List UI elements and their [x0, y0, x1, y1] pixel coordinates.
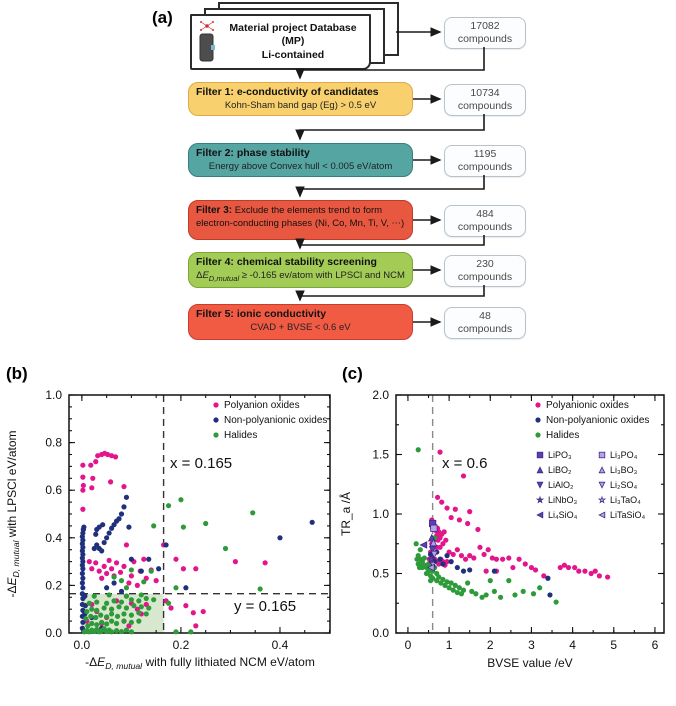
count-box-1195: 1195 compounds [444, 145, 526, 177]
compound-legend-label: LiAlO₂ [548, 480, 574, 490]
x-tick-label: 0.2 [173, 638, 190, 652]
y-tick-label: 1.0 [45, 388, 62, 402]
legend: Polyanionic oxides Non-polyanionic oxides… [535, 400, 649, 441]
series-labeled-compounds [419, 519, 439, 572]
count-box-230: 230 compounds [444, 255, 526, 287]
count-box-17082: 17082 compounds [444, 17, 526, 49]
legend-label: Halides [224, 430, 257, 441]
svg-text:-ΔED, mutual with fully lithia: -ΔED, mutual with fully lithiated NCM eV… [85, 655, 315, 671]
legend-label: Polyanion oxides [224, 400, 300, 411]
count-box-484: 484 compounds [444, 205, 526, 237]
x-tick-label: 0.0 [74, 638, 91, 652]
legend-label: Halides [546, 430, 579, 441]
x-tick-label: 4 [569, 638, 576, 652]
x-tick-label: 1 [446, 638, 453, 652]
filter-1-box: Filter 1: e-conductivity of candidates K… [188, 82, 413, 116]
filter-2-title: Filter 2: phase stability [196, 147, 310, 159]
y-tick-label: 0.6 [45, 483, 62, 497]
x-tick-label: 2 [487, 638, 494, 652]
panel-c-label: (c) [342, 364, 363, 383]
filter-4-box: Filter 4: chemical stability screening Δ… [188, 252, 413, 288]
compound-legend: LiPO₃ Li₃PO₄ LiBO₂ Li₃BO₃ LiAlO₂ Li₂SO₄ LiNbO₃… [535, 450, 646, 520]
series-halides [413, 447, 559, 605]
svg-text:-ΔED, mutual with LPSCl eV/ato: -ΔED, mutual with LPSCl eV/atom [5, 430, 21, 597]
compound-legend-label: Li₃PO₄ [610, 450, 638, 460]
chart-b-scatter: 0.0 0.2 0.4 0.0 0.2 0.4 0.6 0.8 1.0 -ΔED, mutual … [5, 388, 331, 671]
svg-text:BVSE value /eV: BVSE value /eV [487, 656, 572, 670]
filter-3-text: Filter 3: Exclude the elements trend to … [196, 205, 405, 229]
y-tick-label: 0.0 [45, 626, 62, 640]
x-tick-label: 6 [652, 638, 659, 652]
filter-5-title: Filter 5: ionic conductivity [196, 308, 327, 320]
svg-text:TR_a /Å: TR_a /Å [338, 492, 353, 536]
vline-label: x = 0.165 [170, 455, 232, 472]
count-box-10734: 10734 compounds [444, 84, 526, 116]
y-tick-label: 0.4 [45, 531, 62, 545]
x-tick-label: 3 [528, 638, 535, 652]
database-box: Material project Database (MP) Li-contai… [190, 14, 371, 70]
filter-4-title: Filter 4: chemical stability screening [196, 256, 377, 268]
y-tick-label: 1.0 [372, 507, 389, 521]
legend-label: Non-polyanionic oxides [224, 415, 327, 426]
compound-legend-label: Li₃TaO₄ [610, 495, 641, 505]
y-tick-label: 2.0 [372, 388, 389, 402]
x-tick-label: 0 [405, 638, 412, 652]
chart-c-scatter: 0 1 2 3 4 5 6 0.0 0.5 1.0 1.5 2.0 BVSE value /eV TR_a… [338, 388, 665, 670]
flow-arrows [295, 27, 485, 327]
compound-legend-label: Li₄SiO₄ [548, 510, 578, 520]
x-tick-label: 0.4 [272, 638, 289, 652]
legend-label: Polyanionic oxides [546, 400, 629, 411]
legend-label: Non-polyanionic oxides [546, 415, 649, 426]
filter-1-criterion: Kohn-Sham band gap (Eg) > 0.5 eV [224, 100, 377, 111]
count-box-48: 48 compounds [444, 307, 526, 339]
filter-4-criterion: ΔED,mutual ≥ -0.165 ev/atom with LPSCl a… [196, 270, 405, 283]
panel-a-label: (a) [152, 8, 173, 27]
y-tick-label: 0.0 [372, 626, 389, 640]
series-halides [81, 497, 263, 635]
x-tick-label: 5 [610, 638, 617, 652]
y-tick-label: 0.2 [45, 578, 62, 592]
vline-label: x = 0.6 [442, 455, 487, 472]
compound-legend-label: LiBO₂ [548, 465, 572, 475]
filter-1-title: Filter 1: e-conductivity of candidates [196, 86, 379, 98]
database-icon [199, 20, 215, 62]
hline-label: y = 0.165 [234, 598, 296, 615]
y-tick-label: 1.5 [372, 448, 389, 462]
compound-legend-label: LiPO₃ [548, 450, 572, 460]
y-tick-label: 0.5 [372, 567, 389, 581]
compound-legend-label: Li₂SO₄ [610, 480, 638, 490]
series-non-polyanionic-oxides [79, 494, 315, 631]
filter-5-criterion: CVAD + BVSE < 0.6 eV [250, 322, 351, 333]
panel-b-label: (b) [6, 364, 28, 383]
compound-legend-label: LiTaSiO₄ [610, 510, 646, 520]
compound-legend-label: LiNbO₃ [548, 495, 578, 505]
legend: Polyanion oxides Non-polyanionic oxides Ha… [213, 400, 327, 441]
filter-5-box: Filter 5: ionic conductivity CVAD + BVSE… [188, 304, 413, 340]
database-title: Material project Database (MP) Li-contai… [229, 22, 357, 61]
filter-2-box: Filter 2: phase stability Energy above C… [188, 143, 413, 177]
filter-3-box: Filter 3: Exclude the elements trend to … [188, 200, 413, 240]
y-tick-label: 0.8 [45, 436, 62, 450]
filter-2-criterion: Energy above Convex hull < 0.005 eV/atom [208, 161, 393, 172]
compound-legend-label: Li₃BO₃ [610, 465, 638, 475]
